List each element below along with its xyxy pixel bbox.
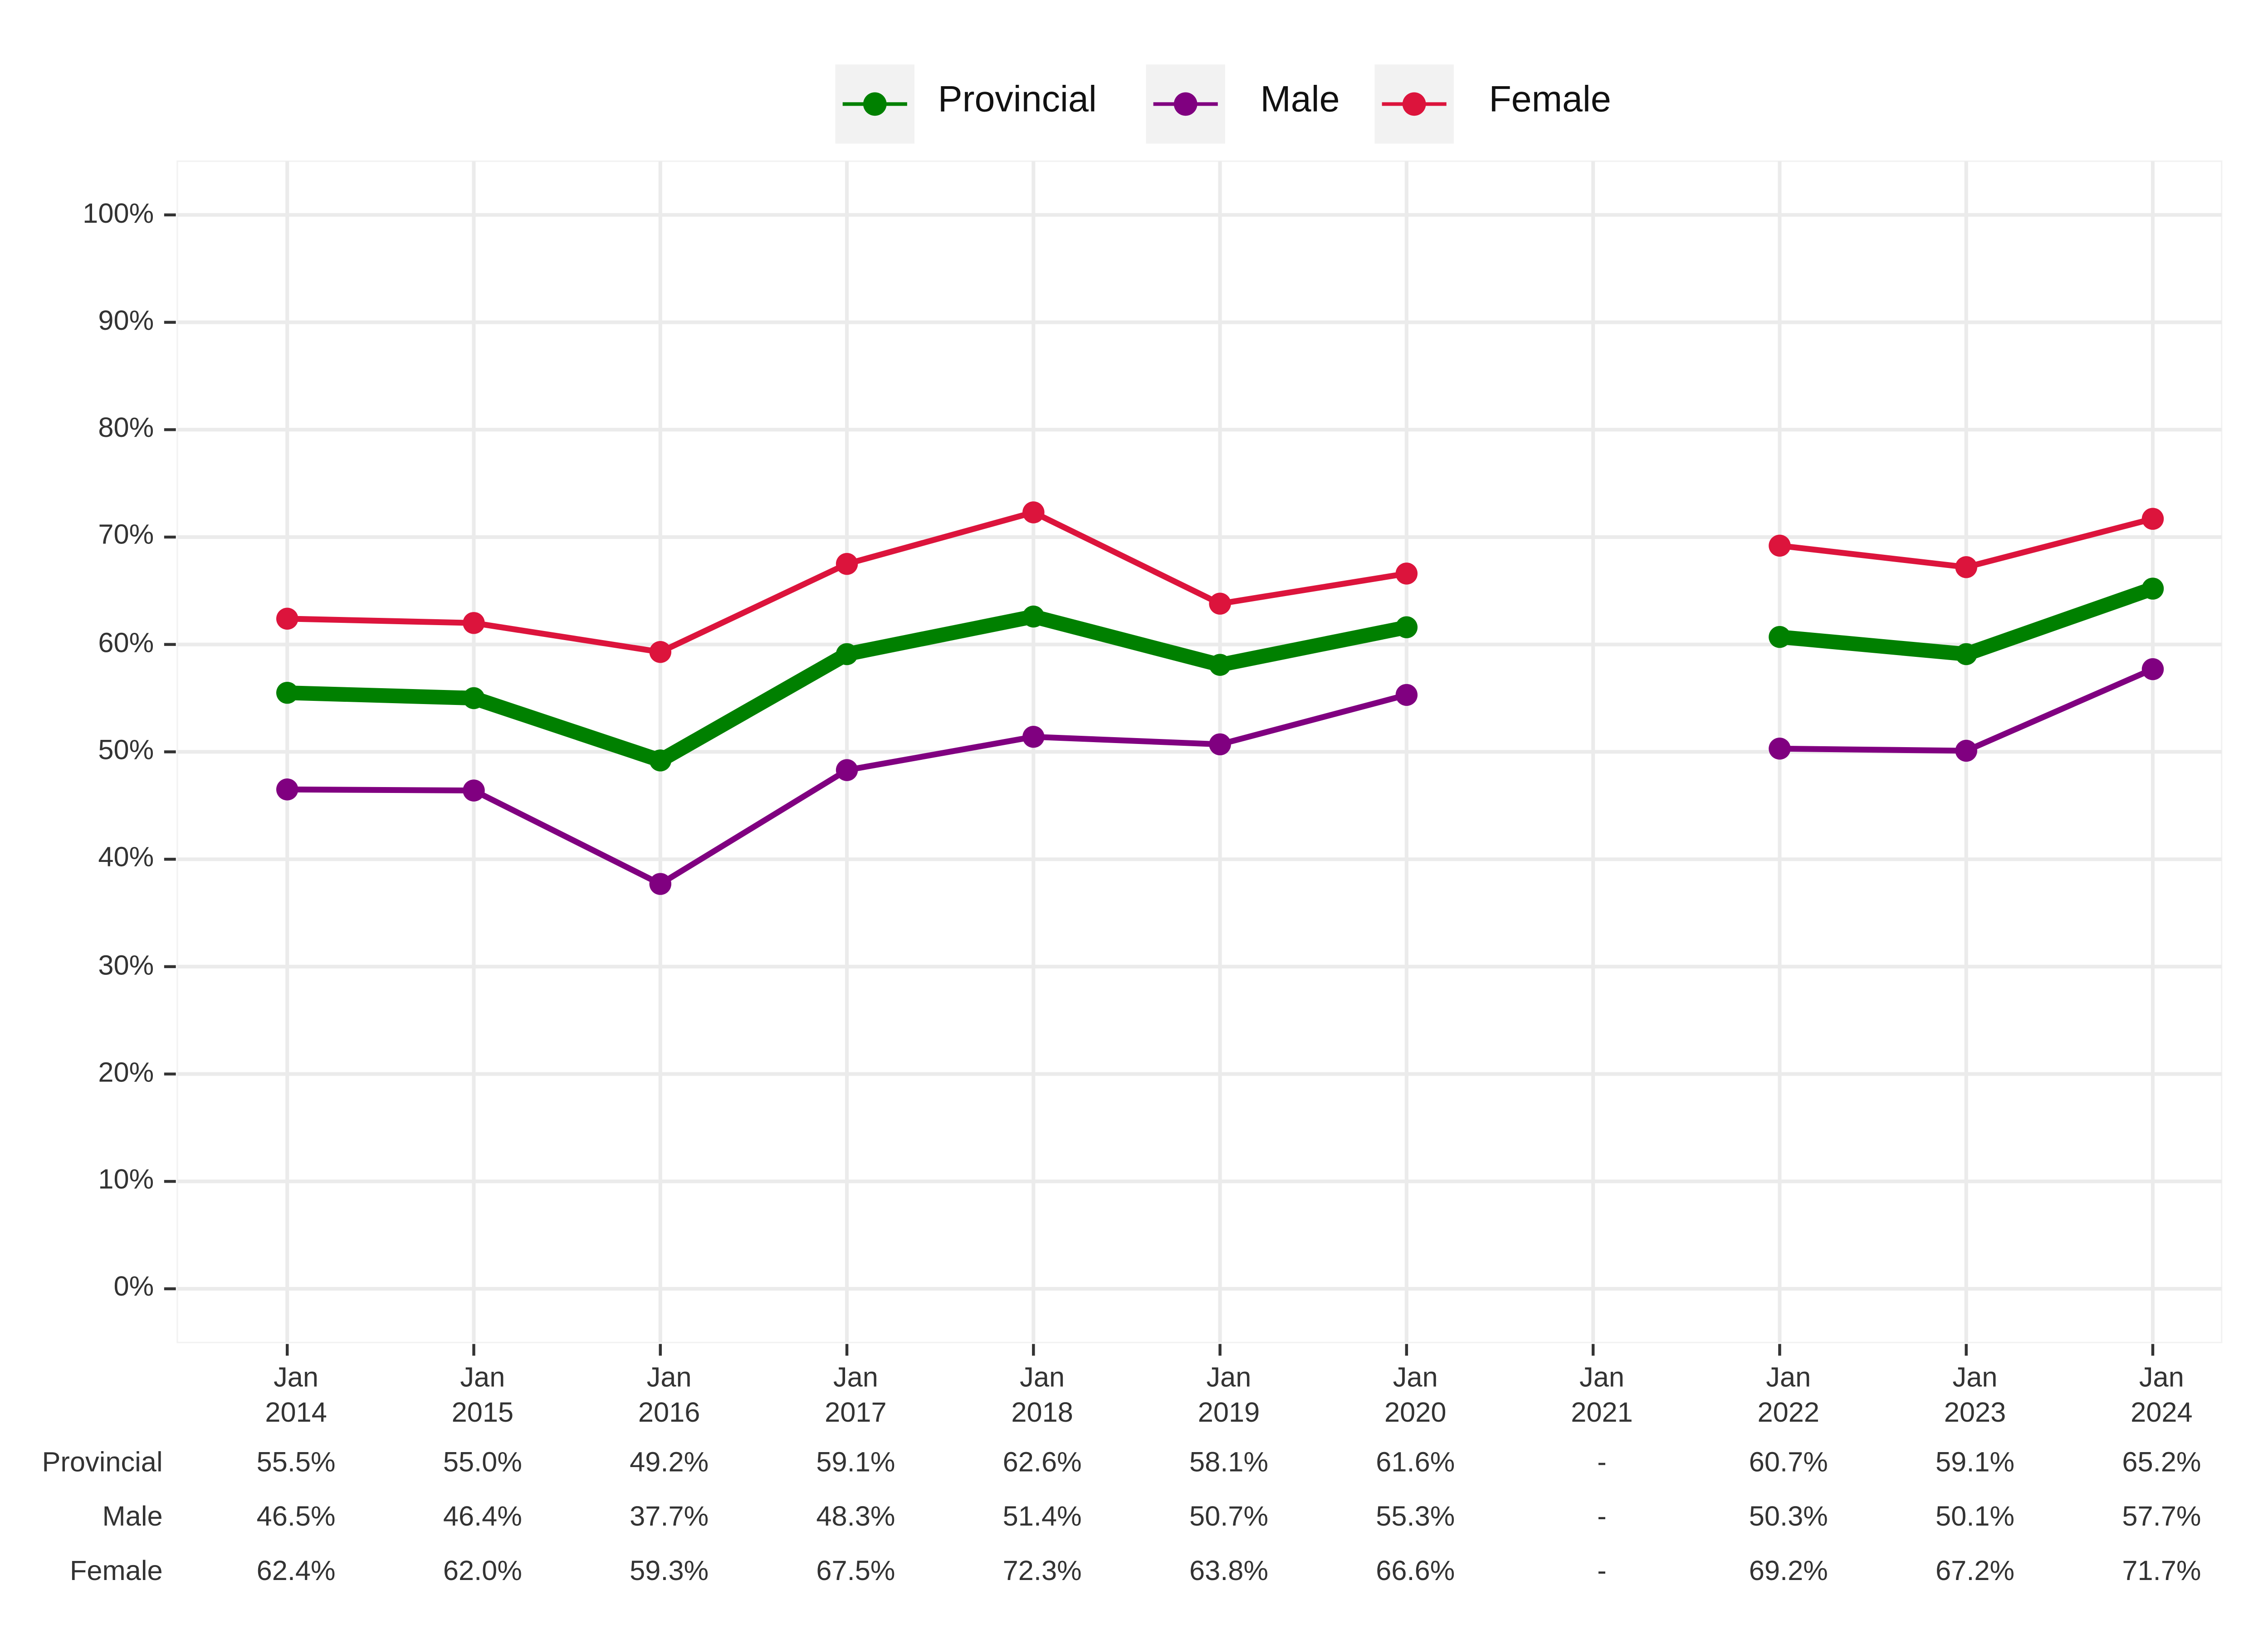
data-point (463, 779, 485, 802)
table-value: - (1597, 1556, 1607, 1587)
legend-key-point (1173, 92, 1198, 116)
table-value: 55.3% (1376, 1502, 1455, 1533)
table-value: 46.5% (256, 1502, 336, 1533)
table-value: 65.2% (2122, 1448, 2201, 1479)
data-point (649, 749, 672, 772)
x-tick-label: Jan 2023 (1944, 1363, 2006, 1429)
y-tick-label: 20% (98, 1058, 154, 1089)
legend-key-point (1402, 92, 1426, 116)
table-value: - (1597, 1448, 1607, 1479)
table-value: 66.6% (1376, 1556, 1455, 1587)
y-tick-label: 70% (98, 521, 154, 552)
y-tick-label: 60% (98, 628, 154, 659)
table-value: 55.5% (256, 1448, 336, 1479)
y-tick-label: 80% (98, 413, 154, 445)
table-value: 50.3% (1749, 1502, 1828, 1533)
table-value: 59.3% (630, 1556, 709, 1587)
y-tick-label: 90% (98, 306, 154, 337)
x-tick-label: Jan 2022 (1757, 1363, 1820, 1429)
data-point (1769, 626, 1791, 648)
data-point (1769, 534, 1791, 557)
x-tick-label: Jan 2024 (2131, 1363, 2193, 1429)
data-point (1395, 563, 1418, 585)
table-value: 71.7% (2122, 1556, 2201, 1587)
legend-label: Female (1489, 79, 1611, 120)
data-point (463, 612, 485, 634)
data-point (1209, 654, 1231, 676)
data-point (1955, 643, 1977, 665)
table-value: 37.7% (630, 1502, 709, 1533)
legend-key-point (863, 92, 887, 116)
data-point (1769, 738, 1791, 760)
data-point (1955, 739, 1977, 762)
x-tick-label: Jan 2017 (825, 1363, 887, 1429)
data-point (2141, 508, 2164, 530)
x-tick-label: Jan 2018 (1011, 1363, 1073, 1429)
table-value: 57.7% (2122, 1502, 2201, 1533)
table-value: 60.7% (1749, 1448, 1828, 1479)
data-point (1955, 556, 1977, 578)
table-value: 62.6% (1002, 1448, 1082, 1479)
table-value: 49.2% (630, 1448, 709, 1479)
y-tick-label: 40% (98, 843, 154, 874)
data-point (463, 687, 485, 709)
data-point (1022, 605, 1045, 628)
table-value: 50.7% (1189, 1502, 1269, 1533)
table-value: 67.2% (1936, 1556, 2015, 1587)
data-point (1209, 592, 1231, 615)
table-value: 72.3% (1002, 1556, 1082, 1587)
data-point (836, 643, 858, 665)
data-point (276, 778, 298, 801)
data-point (1209, 733, 1231, 756)
data-point (1022, 501, 1045, 523)
table-row-label: Female (69, 1556, 163, 1587)
data-point (836, 553, 858, 575)
table-value: 58.1% (1189, 1448, 1269, 1479)
x-tick-label: Jan 2014 (265, 1363, 327, 1429)
table-value: 59.1% (1936, 1448, 2015, 1479)
legend-label: Male (1260, 79, 1340, 120)
table-row-label: Provincial (42, 1448, 163, 1479)
y-tick-label: 50% (98, 735, 154, 767)
x-tick-label: Jan 2021 (1571, 1363, 1633, 1429)
table-value: 50.1% (1936, 1502, 2015, 1533)
y-tick-label: 30% (98, 950, 154, 982)
table-value: 61.6% (1376, 1448, 1455, 1479)
x-tick-label: Jan 2020 (1384, 1363, 1447, 1429)
table-value: 62.4% (256, 1556, 336, 1587)
table-row-label: Male (102, 1502, 163, 1533)
table-value: 67.5% (816, 1556, 895, 1587)
y-tick-label: 100% (83, 199, 154, 230)
table-value: - (1597, 1502, 1607, 1533)
data-point (1395, 684, 1418, 706)
data-point (1022, 726, 1045, 748)
data-point (2141, 658, 2164, 680)
data-point (276, 681, 298, 704)
data-point (649, 641, 672, 663)
data-point (2141, 577, 2164, 600)
table-value: 48.3% (816, 1502, 895, 1533)
table-value: 59.1% (816, 1448, 895, 1479)
table-value: 46.4% (443, 1502, 522, 1533)
data-point (836, 759, 858, 781)
table-value: 55.0% (443, 1448, 522, 1479)
x-tick-label: Jan 2019 (1198, 1363, 1260, 1429)
x-tick-label: Jan 2016 (638, 1363, 700, 1429)
table-value: 51.4% (1002, 1502, 1082, 1533)
table-value: 62.0% (443, 1556, 522, 1587)
table-value: 63.8% (1189, 1556, 1269, 1587)
legend-label: Provincial (938, 79, 1097, 120)
y-tick-label: 0% (113, 1272, 154, 1304)
data-point (649, 873, 672, 895)
data-point (1395, 616, 1418, 639)
x-tick-label: Jan 2015 (451, 1363, 514, 1429)
data-point (276, 607, 298, 630)
y-tick-label: 10% (98, 1165, 154, 1196)
table-value: 69.2% (1749, 1556, 1828, 1587)
